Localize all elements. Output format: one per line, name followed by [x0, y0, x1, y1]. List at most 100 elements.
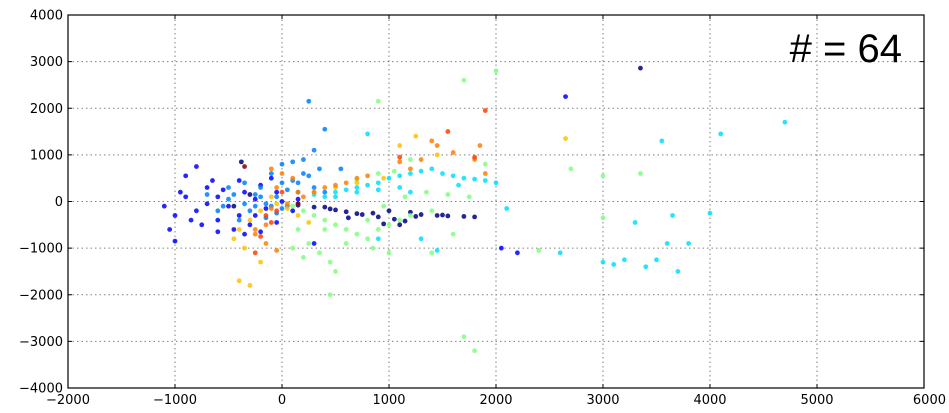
scatter-point — [306, 220, 312, 225]
scatter-point — [343, 180, 349, 186]
scatter-point — [290, 159, 296, 165]
scatter-point — [375, 98, 381, 104]
scatter-point — [397, 222, 403, 228]
scatter-point — [279, 180, 285, 186]
scatter-point — [429, 166, 435, 172]
scatter-point — [231, 192, 237, 197]
scatter-point — [365, 182, 370, 188]
scatter-point — [247, 217, 253, 223]
scatter-point — [536, 248, 542, 253]
scatter-point — [493, 68, 499, 74]
scatter-point — [220, 203, 226, 209]
scatter-point — [194, 208, 199, 214]
scatter-point — [311, 204, 317, 210]
scatter-point — [654, 257, 659, 263]
scatter-point — [311, 241, 317, 246]
scatter-point — [295, 227, 301, 232]
scatter-point — [279, 189, 285, 195]
scatter-point — [632, 220, 638, 225]
scatter-point — [461, 77, 467, 83]
scatter-point — [204, 192, 210, 197]
scatter-point — [263, 206, 269, 211]
scatter-point — [461, 214, 467, 219]
scatter-point — [359, 212, 365, 217]
scatter-point — [274, 189, 280, 195]
scatter-point — [381, 221, 387, 227]
scatter-point — [413, 214, 419, 219]
scatter-point — [408, 171, 413, 176]
scatter-point — [258, 229, 263, 235]
scatter-point — [434, 152, 440, 158]
scatter-point — [638, 65, 643, 71]
scatter-points — [161, 65, 788, 354]
scatter-point — [450, 231, 456, 237]
x-tick-label: 3000 — [586, 393, 619, 408]
scatter-point — [322, 217, 328, 223]
scatter-point — [498, 245, 504, 251]
scatter-point — [638, 171, 643, 176]
scatter-point — [333, 207, 338, 213]
scatter-point — [434, 248, 440, 253]
scatter-point — [408, 189, 413, 195]
scatter-point — [279, 199, 285, 204]
scatter-point — [274, 201, 280, 207]
x-tick-label: 1000 — [372, 393, 405, 408]
scatter-point — [215, 217, 221, 223]
scatter-point — [268, 220, 274, 225]
scatter-point — [284, 206, 290, 211]
scatter-point — [472, 176, 477, 182]
scatter-point — [322, 194, 328, 200]
scatter-point — [242, 245, 247, 251]
scatter-point — [622, 257, 627, 263]
scatter-point — [440, 212, 445, 218]
scatter-point — [333, 194, 338, 200]
scatter-point — [247, 283, 253, 288]
scatter-point — [242, 231, 247, 237]
scatter-point — [247, 222, 253, 228]
scatter-point — [413, 133, 419, 139]
scatter-point — [252, 227, 258, 232]
scatter-point — [236, 213, 242, 218]
scatter-point — [675, 269, 681, 274]
scatter-point — [386, 208, 392, 214]
scatter-point — [274, 248, 280, 253]
scatter-point — [167, 227, 173, 232]
scatter-point — [445, 192, 451, 197]
scatter-point — [472, 154, 477, 160]
scatter-point — [301, 208, 306, 214]
scatter-point — [445, 213, 451, 219]
count-annotation: # = 64 — [790, 27, 902, 71]
scatter-point — [504, 206, 510, 211]
scatter-point — [322, 185, 328, 190]
scatter-point — [247, 208, 253, 214]
scatter-point — [317, 166, 322, 172]
scatter-point — [386, 175, 392, 181]
scatter-point — [493, 180, 499, 186]
scatter-point — [397, 159, 403, 165]
grid-lines — [68, 15, 924, 388]
scatter-point — [295, 213, 301, 218]
scatter-point — [290, 245, 296, 251]
scatter-point — [327, 206, 333, 212]
scatter-point — [306, 241, 312, 246]
scatter-point — [707, 210, 713, 216]
scatter-point — [295, 196, 301, 202]
scatter-point — [172, 238, 178, 244]
scatter-point — [238, 159, 244, 165]
scatter-point — [375, 214, 381, 220]
y-tick-label: −2000 — [19, 288, 63, 303]
scatter-point — [375, 187, 381, 193]
axis-ticks: −2000 −1000 0 1000 2000 3000 4000 5000 6000 −4000… — [19, 9, 946, 409]
x-tick-label: 2000 — [479, 393, 512, 408]
scatter-point — [258, 194, 263, 200]
scatter-point — [354, 189, 360, 195]
scatter-point — [194, 164, 199, 169]
scatter-point — [258, 185, 263, 190]
scatter-point — [338, 166, 344, 172]
scatter-point — [279, 206, 285, 211]
scatter-point — [252, 196, 258, 202]
scatter-point — [311, 189, 317, 195]
scatter-point — [301, 255, 306, 260]
scatter-point — [354, 180, 360, 186]
y-tick-label: 3000 — [30, 55, 63, 70]
